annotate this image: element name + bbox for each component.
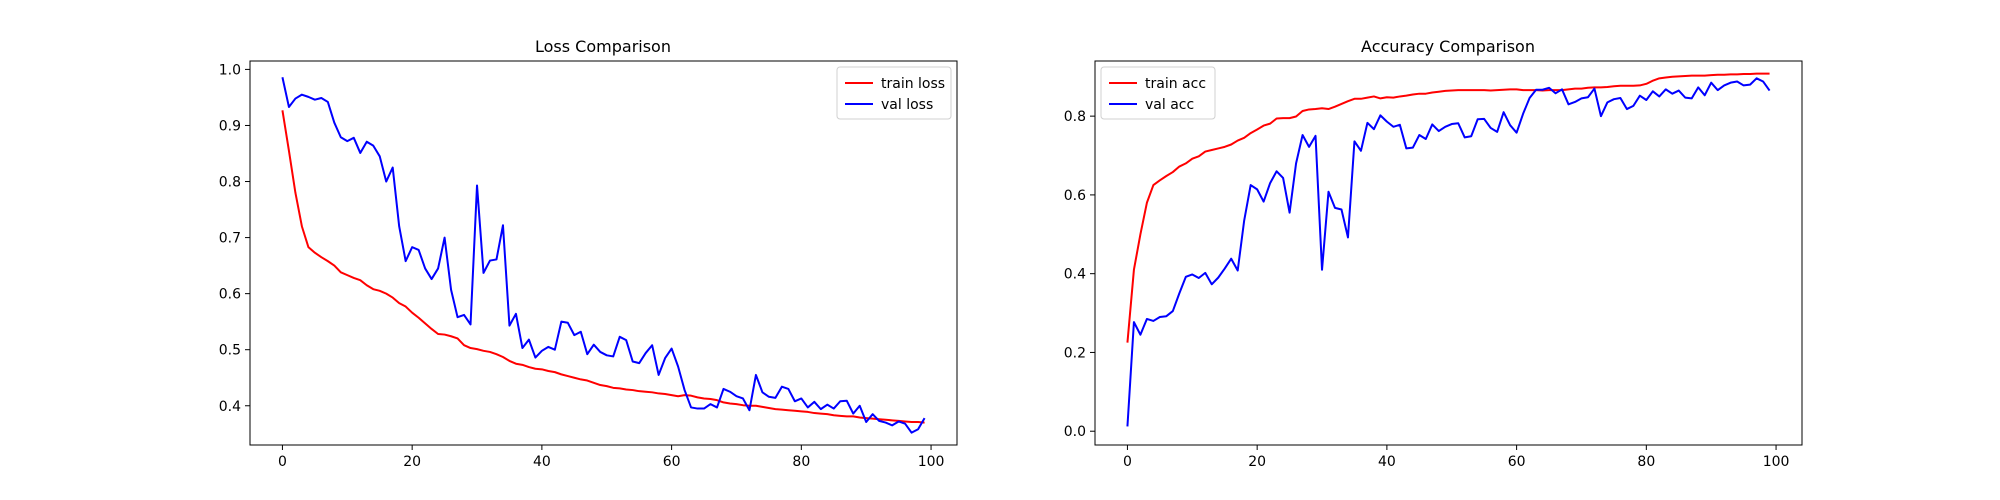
loss-series-train-loss <box>281 110 925 424</box>
loss-x-tick-label: 20 <box>403 454 421 470</box>
loss-x-tick-label: 40 <box>533 454 551 470</box>
loss-y-tick-label: 0.4 <box>219 399 241 415</box>
loss-ticks-layer: 0 20 40 60 80 100 0.4 0.5 0.6 0.7 0.8 0.9 1.0 <box>219 62 945 470</box>
accuracy-chart: Accuracy Comparison 0 20 40 60 80 100 0.0 0.2 0.… <box>1064 37 1803 470</box>
accuracy-chart-title: Accuracy Comparison <box>1361 37 1535 56</box>
accuracy-y-tick-label: 0.0 <box>1064 424 1086 440</box>
accuracy-series-layer <box>1126 72 1771 427</box>
loss-x-tick-label: 0 <box>278 454 287 470</box>
loss-legend-label: train loss <box>881 76 945 92</box>
accuracy-y-tick-label: 0.2 <box>1064 345 1086 361</box>
loss-x-tick-label: 80 <box>792 454 810 470</box>
accuracy-x-tick-label: 40 <box>1378 454 1396 470</box>
accuracy-x-tick-label: 20 <box>1248 454 1266 470</box>
accuracy-x-tick-label: 80 <box>1637 454 1655 470</box>
loss-y-tick-label: 0.5 <box>219 343 241 359</box>
accuracy-axes-frame <box>1094 60 1803 446</box>
loss-x-tick-label: 100 <box>918 454 945 470</box>
accuracy-legend-label: train acc <box>1145 76 1206 92</box>
loss-axes-frame <box>249 60 958 446</box>
accuracy-x-tick-label: 100 <box>1763 454 1790 470</box>
accuracy-y-tick-label: 0.6 <box>1064 188 1086 204</box>
loss-y-tick-label: 0.8 <box>219 175 241 191</box>
accuracy-legend: train acc val acc <box>1100 66 1216 120</box>
accuracy-x-tick-label: 0 <box>1123 454 1132 470</box>
loss-series-layer <box>281 77 926 434</box>
accuracy-y-tick-label: 0.4 <box>1064 267 1086 283</box>
loss-y-tick-label: 0.6 <box>219 287 241 303</box>
loss-x-tick-label: 60 <box>663 454 681 470</box>
loss-series-val-loss <box>281 77 926 434</box>
loss-y-tick-label: 0.7 <box>219 231 241 247</box>
loss-legend-box <box>836 66 952 120</box>
loss-y-tick-label: 0.9 <box>219 118 241 134</box>
accuracy-ticks-layer: 0 20 40 60 80 100 0.0 0.2 0.4 0.6 0.8 <box>1064 109 1790 470</box>
loss-legend: train loss val loss <box>836 66 952 120</box>
accuracy-x-tick-label: 60 <box>1508 454 1526 470</box>
loss-y-tick-label: 1.0 <box>219 62 241 78</box>
loss-chart-title: Loss Comparison <box>535 37 671 56</box>
loss-chart: Loss Comparison 0 20 40 60 80 100 0.4 0.5 0.6 0.7… <box>219 37 958 470</box>
loss-legend-label: val loss <box>881 97 933 113</box>
accuracy-series-val-acc <box>1126 77 1771 427</box>
accuracy-y-tick-label: 0.8 <box>1064 109 1086 125</box>
accuracy-series-train-acc <box>1126 72 1770 343</box>
accuracy-legend-box <box>1100 66 1216 120</box>
accuracy-legend-label: val acc <box>1145 97 1194 113</box>
